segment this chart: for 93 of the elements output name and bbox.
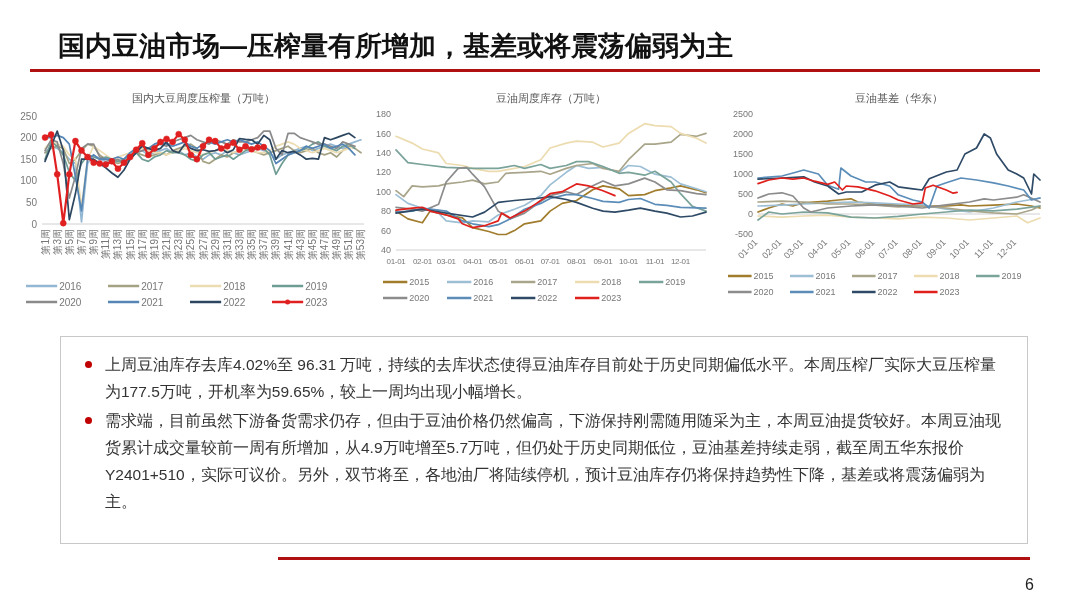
y-tick-label: 50 — [25, 196, 38, 208]
x-tick-label: 第31周 — [221, 229, 233, 261]
x-tick-label: 02-01 — [412, 257, 433, 266]
y-tick-label: 250 — [20, 110, 38, 122]
x-tick-label: 05-01 — [488, 257, 509, 266]
y-tick-label: 150 — [20, 153, 38, 165]
text: 6 — [1025, 576, 1034, 594]
y-tick-label: 1000 — [732, 169, 753, 180]
legend-label: 2021 — [473, 293, 494, 304]
x-tick-label: 第27周 — [197, 229, 209, 261]
y-tick-label: 1500 — [732, 149, 753, 160]
legend-label: 2020 — [753, 287, 774, 298]
legend-label: 2023 — [939, 287, 960, 298]
y-tick-label: 60 — [380, 225, 391, 236]
x-tick-label: 01-01 — [386, 257, 407, 266]
legend-label: 2015 — [753, 271, 774, 282]
x-tick-label: 07-01 — [540, 257, 561, 266]
y-tick-label: 200 — [20, 132, 38, 144]
legend-label: 2018 — [939, 271, 960, 282]
legend-label: 2022 — [537, 293, 558, 304]
text: 上周豆油库存去库4.02%至 96.31 万吨，持续的去库状态使得豆油库存目前处于历史同期偏低水平。本周压榨厂实际大豆压榨量为177.5万吨，开机率为59.65%，较上一周均出现小幅增长。 — [105, 355, 998, 402]
y-tick-label: -500 — [734, 229, 753, 240]
chart-title: 国内大豆周度压榨量（万吨） — [131, 92, 275, 104]
y-tick-label: 160 — [375, 128, 391, 139]
x-tick-label: 第29周 — [209, 229, 221, 261]
y-tick-label: 500 — [737, 189, 753, 200]
x-tick-label: 第17周 — [136, 229, 148, 261]
x-tick-label: 第25周 — [185, 229, 197, 261]
x-tick-label: 第5周 — [63, 229, 75, 255]
text: 国内豆油市场—压榨量有所增加，基差或将震荡偏弱为主 — [58, 30, 733, 63]
y-tick-label: 2000 — [732, 129, 753, 140]
legend-label: 2022 — [223, 296, 246, 308]
x-tick-label: 04-01 — [463, 257, 483, 266]
x-tick-label: 第45周 — [306, 229, 318, 261]
x-tick-label: 09-01 — [593, 257, 614, 266]
x-tick-label: 第35周 — [246, 229, 258, 261]
x-tick-label: 06-01 — [515, 257, 535, 266]
legend-label: 2021 — [141, 296, 164, 308]
x-tick-label: 10-01 — [619, 257, 639, 266]
y-tick-label: 2500 — [732, 109, 753, 120]
y-tick-label: 80 — [380, 206, 391, 217]
x-tick-label: 03-01 — [436, 257, 457, 266]
legend-label: 2020 — [59, 296, 82, 308]
y-tick-label: 120 — [375, 167, 391, 178]
legend-label: 2016 — [59, 280, 82, 292]
legend-label: 2017 — [537, 277, 558, 288]
x-tick-label: 第49周 — [331, 229, 343, 261]
x-tick-label: 08-01 — [567, 257, 587, 266]
x-tick-label: 第33周 — [233, 229, 245, 261]
legend-label: 2015 — [409, 277, 430, 288]
y-tick-label: 0 — [747, 209, 753, 220]
legend-label: 2021 — [815, 287, 836, 298]
x-tick-label: 第43周 — [294, 229, 306, 261]
text: 需求端，目前虽然下游备货需求仍存，但由于豆油价格仍然偏高，下游保持刚需随用随采为主，本周豆油提货较好。本周豆油现货累计成交量较前一周有所增加，从4.9万吨增至5.7万吨，但仍处于历史同期低位，豆油基差持续走弱，截至周五华东报价Y2401+510，实际可议价。另外，双节将至，各地油厂将陆续停机，预计豆油库存仍将保持趋势性下降，基差或将震荡偏弱为主。 — [105, 411, 1002, 512]
x-tick-label: 第53周 — [355, 229, 367, 261]
x-tick-label: 11-01 — [645, 257, 665, 266]
chart-title: 豆油周度库存（万吨） — [496, 92, 606, 104]
legend-label: 2018 — [601, 277, 622, 288]
legend-label: 2019 — [305, 280, 328, 292]
x-tick-label: 第37周 — [258, 229, 270, 261]
y-tick-label: 100 — [375, 186, 391, 197]
x-tick-label: 第51周 — [343, 229, 355, 261]
y-tick-label: 100 — [20, 175, 38, 187]
legend-label: 2019 — [1001, 271, 1022, 282]
x-tick-label: 第23周 — [173, 229, 185, 261]
legend-label: 2023 — [601, 293, 622, 304]
legend-label: 2016 — [473, 277, 494, 288]
legend-label: 2016 — [815, 271, 836, 282]
y-tick-label: 140 — [375, 148, 391, 159]
legend-label: 2023 — [305, 296, 328, 308]
x-tick-label: 第47周 — [319, 229, 331, 261]
legend-label: 2017 — [877, 271, 898, 282]
x-tick-label: 第41周 — [282, 229, 294, 261]
x-tick-label: 12-01 — [670, 257, 691, 266]
x-tick-label: 第39周 — [270, 229, 282, 261]
x-tick-label: 第15周 — [124, 229, 136, 261]
y-tick-label: 0 — [31, 218, 38, 230]
y-tick-label: 40 — [380, 245, 391, 256]
x-tick-label: 第11周 — [100, 229, 112, 260]
y-tick-label: 180 — [375, 109, 391, 120]
x-tick-label: 第1周 — [39, 229, 51, 255]
x-tick-label: 第19周 — [148, 229, 160, 261]
legend-label: 2020 — [409, 293, 430, 304]
legend-label: 2017 — [141, 280, 164, 292]
x-tick-label: 第13周 — [112, 229, 124, 261]
legend-label: 2022 — [877, 287, 898, 298]
x-tick-label: 第21周 — [161, 229, 173, 261]
x-tick-label: 第3周 — [51, 229, 63, 255]
x-tick-label: 第7周 — [75, 229, 87, 255]
legend-label: 2019 — [665, 277, 686, 288]
chart-title: 豆油基差（华东） — [855, 92, 943, 104]
x-tick-label: 第9周 — [88, 229, 100, 255]
legend-label: 2018 — [223, 280, 246, 292]
